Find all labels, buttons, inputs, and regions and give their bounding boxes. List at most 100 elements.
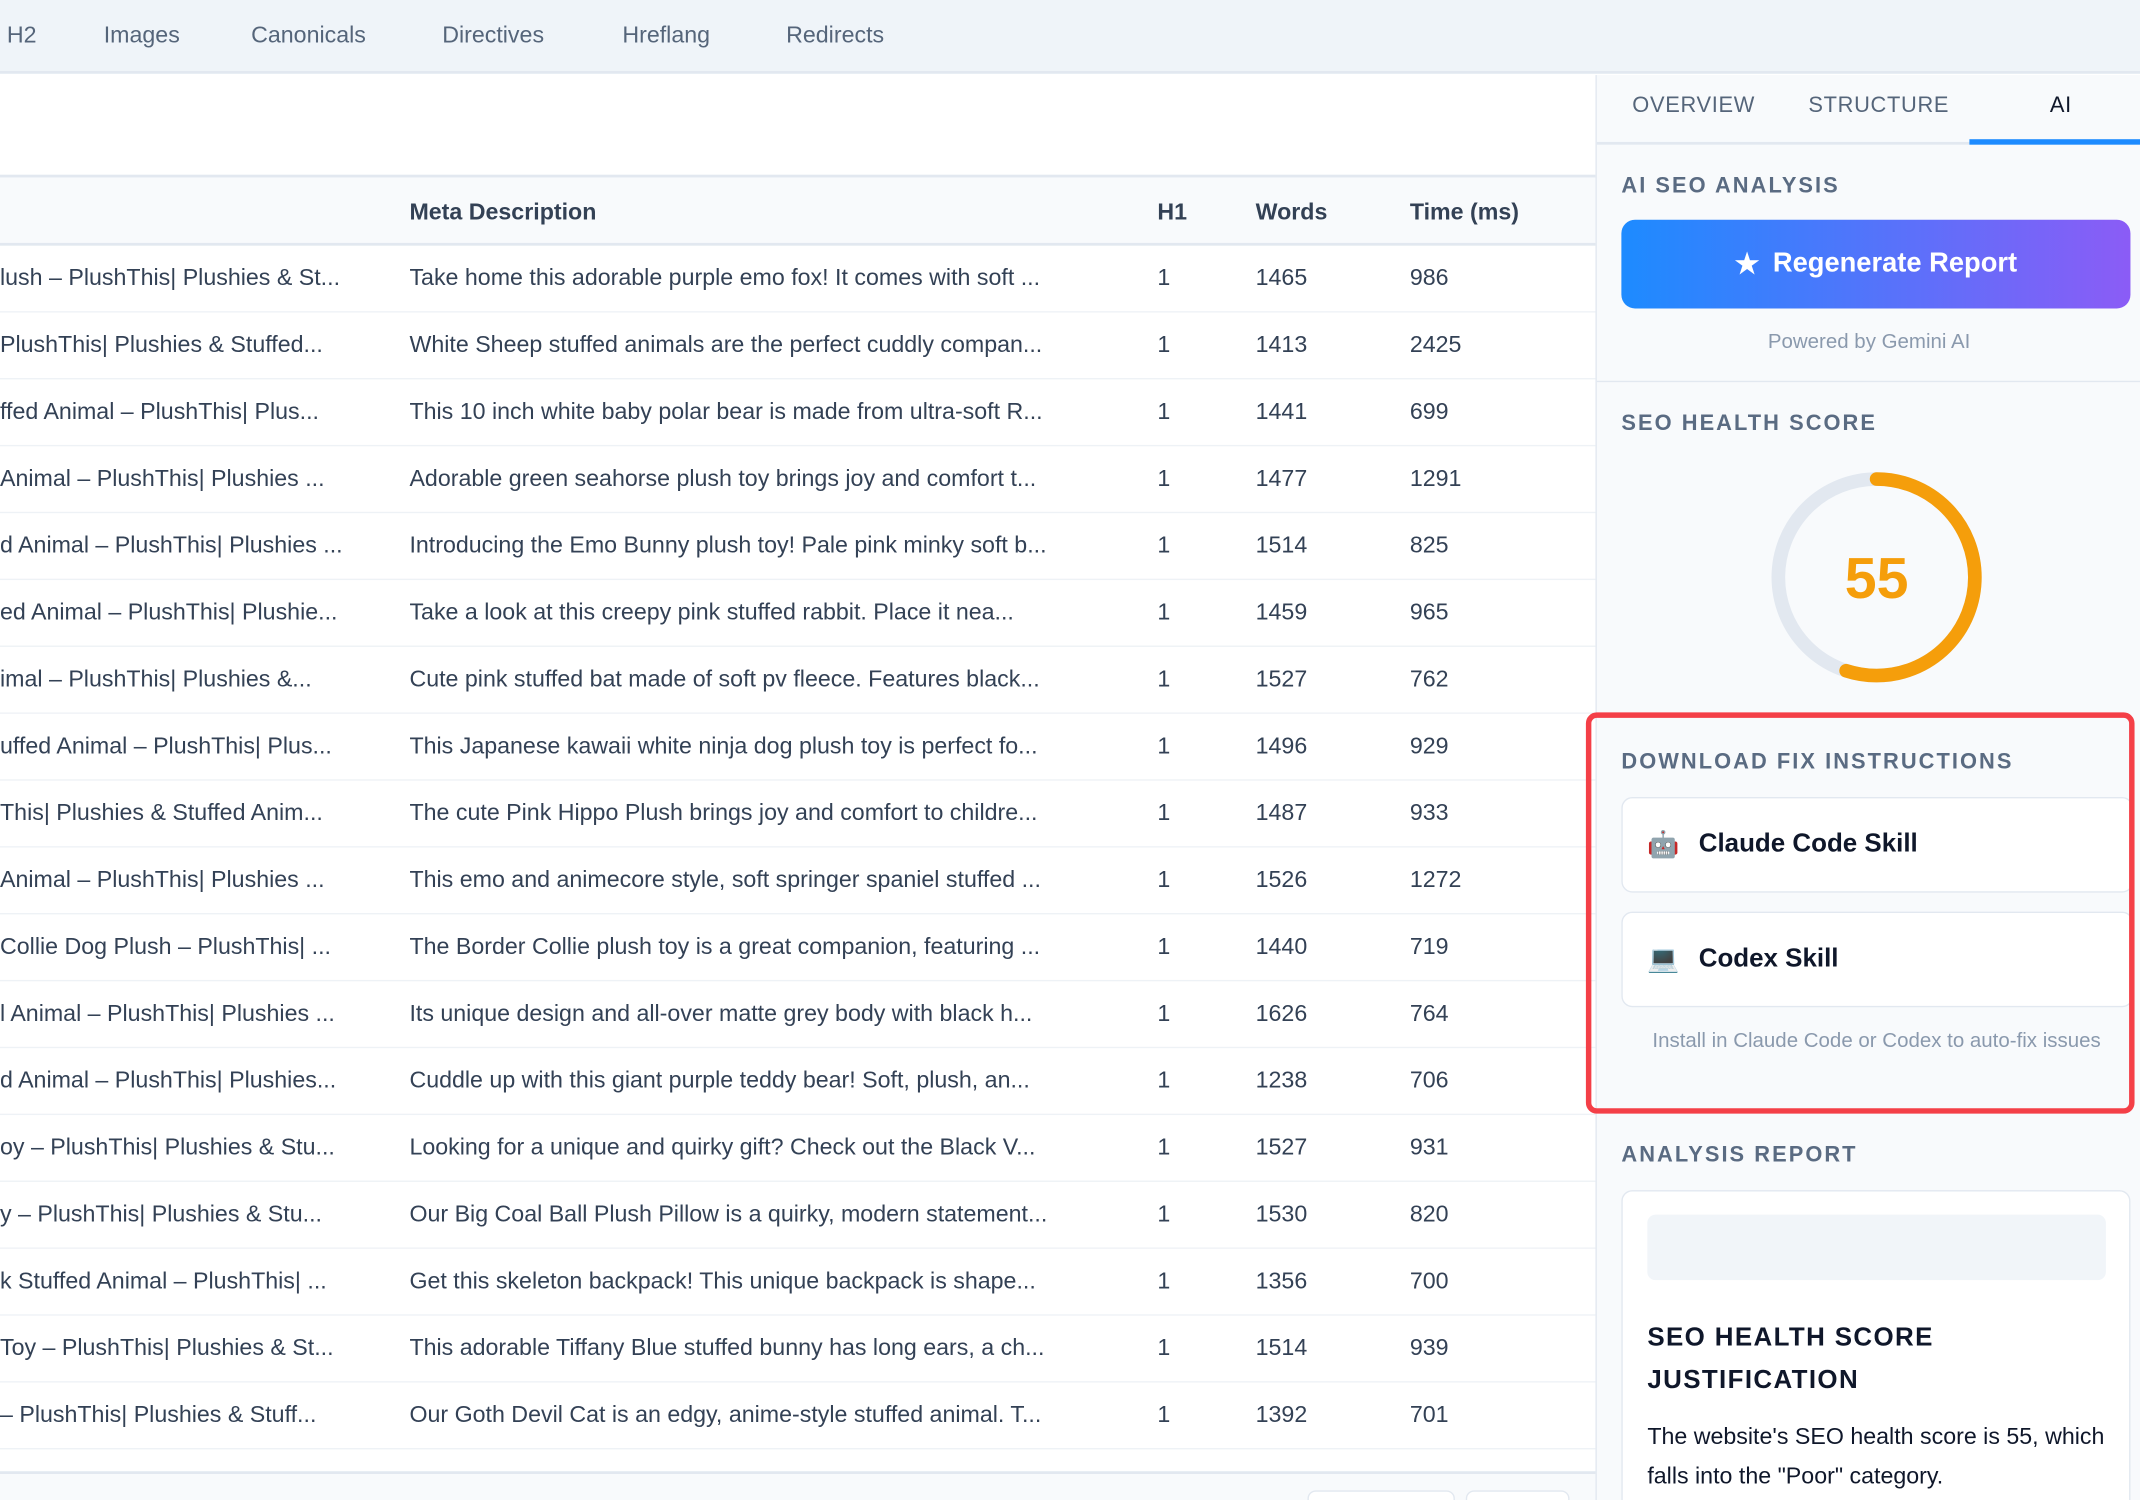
laptop-icon: 💻 [1647, 945, 1680, 975]
column-words[interactable]: Words [1255, 199, 1328, 226]
cell-title: k Stuffed Animal – PlushThis| ... [0, 1267, 327, 1294]
cell-words: 1413 [1255, 331, 1308, 358]
cell-time: 820 [1409, 1201, 1449, 1227]
highlight-box [1585, 712, 2135, 1114]
previous-page-button[interactable] [1307, 1490, 1455, 1500]
column-time[interactable]: Time (ms) [1409, 199, 1520, 226]
cell-words: 1459 [1255, 599, 1308, 626]
cell-title: oy – PlushThis| Plushies & Stu... [0, 1134, 335, 1161]
table-row[interactable]: Toy – PlushThis| Plushies & St... This ad… [0, 1316, 1596, 1383]
cell-title: d Animal – PlushThis| Plushies... [0, 1067, 337, 1094]
cell-time: 939 [1409, 1334, 1449, 1361]
table-row[interactable]: Animal – PlushThis| Plushies ... This emo… [0, 848, 1596, 915]
cell-h1: 1 [1157, 732, 1171, 759]
cell-meta-description: Cute pink stuffed bat made of soft pv fl… [409, 666, 1040, 692]
cell-title: lush – PlushThis| Plushies & St... [0, 264, 341, 291]
table-row[interactable]: imal – PlushThis| Plushies &... Cute pink… [0, 647, 1596, 714]
cell-meta-description: This adorable Tiffany Blue stuffed bunny… [409, 1334, 1045, 1361]
cell-words: 1477 [1255, 465, 1308, 492]
cell-words: 1527 [1255, 666, 1308, 692]
table-row[interactable]: d Animal – PlushThis| Plushies... Cuddle … [0, 1048, 1596, 1116]
tab-hreflang[interactable]: Hreflang [622, 21, 711, 48]
table-row[interactable]: y – PlushThis| Plushies & Stu... Our Big … [0, 1182, 1596, 1249]
cell-time: 933 [1409, 799, 1449, 826]
next-page-button[interactable] [1465, 1490, 1570, 1500]
robot-icon: 🤖 [1647, 831, 1680, 860]
table-row[interactable]: uffed Animal – PlushThis| Plus... This Ja… [0, 714, 1596, 781]
score-gauge: 55 [1771, 472, 1982, 683]
cell-words: 1626 [1255, 1000, 1308, 1027]
table-row[interactable]: oy – PlushThis| Plushies & Stu... Looking… [0, 1115, 1596, 1182]
cell-h1: 1 [1157, 465, 1171, 492]
cell-h1: 1 [1157, 666, 1171, 692]
tab-overview[interactable]: OVERVIEW [1632, 94, 1756, 118]
cell-meta-description: The cute Pink Hippo Plush brings joy and… [409, 799, 1038, 826]
tab-directives[interactable]: Directives [442, 21, 545, 48]
cell-title: uffed Animal – PlushThis| Plus... [0, 732, 332, 759]
top-tab-bar: H2 Images Canonicals Directives Hreflang… [0, 0, 2140, 74]
cell-title: Toy – PlushThis| Plushies & St... [0, 1334, 334, 1361]
regenerate-label: Regenerate Report [1772, 248, 2018, 279]
cell-h1: 1 [1157, 398, 1171, 425]
cell-words: 1527 [1255, 1134, 1308, 1161]
cell-words: 1441 [1255, 398, 1308, 425]
cell-title: ed Animal – PlushThis| Plushie... [0, 599, 338, 626]
table-row[interactable]: d Animal – PlushThis| Plushies ... Introd… [0, 513, 1596, 581]
star-icon: ★ [1734, 249, 1760, 280]
cell-time: 965 [1409, 599, 1449, 626]
table-row[interactable]: – PlushThis| Plushies & Stuff... Our Goth… [0, 1383, 1596, 1450]
cell-h1: 1 [1157, 599, 1171, 626]
table-row[interactable]: lush – PlushThis| Plushies & St... Take h… [0, 246, 1596, 313]
column-h1[interactable]: H1 [1157, 199, 1188, 226]
tab-images[interactable]: Images [103, 21, 180, 48]
tab-ai[interactable]: AI [2049, 94, 2072, 118]
table-row[interactable]: This| Plushies & Stuffed Anim... The cute… [0, 781, 1596, 848]
cell-title: d Animal – PlushThis| Plushies ... [0, 532, 343, 559]
tab-structure[interactable]: STRUCTURE [1808, 94, 1950, 118]
cell-title: Animal – PlushThis| Plushies ... [0, 866, 325, 893]
table-row[interactable]: Collie Dog Plush – PlushThis| ... The Bor… [0, 914, 1596, 982]
cell-words: 1465 [1255, 264, 1308, 291]
cell-h1: 1 [1157, 532, 1171, 559]
tab-canonicals[interactable]: Canonicals [251, 21, 366, 48]
cell-meta-description: This Japanese kawaii white ninja dog plu… [409, 732, 1038, 759]
table-row[interactable]: ffed Animal – PlushThis| Plus... This 10 … [0, 379, 1596, 447]
cell-meta-description: This 10 inch white baby polar bear is ma… [409, 398, 1043, 425]
tab-h2[interactable]: H2 [6, 21, 37, 48]
sidebar: OVERVIEW STRUCTURE AI AI SEO ANALYSIS ★ … [1595, 75, 2140, 1500]
report-title: SEO HEALTH SCORE JUSTIFICATION [1647, 1323, 1934, 1395]
cell-words: 1496 [1255, 732, 1308, 759]
cell-h1: 1 [1157, 1334, 1171, 1361]
cell-h1: 1 [1157, 933, 1171, 960]
cell-title: PlushThis| Plushies & Stuffed... [0, 331, 323, 358]
cell-time: 699 [1409, 398, 1449, 425]
cell-words: 1514 [1255, 532, 1308, 559]
cell-words: 1526 [1255, 866, 1308, 893]
cell-time: 825 [1409, 532, 1449, 559]
cell-meta-description: Take a look at this creepy pink stuffed … [409, 599, 1014, 626]
cell-title: imal – PlushThis| Plushies &... [0, 666, 312, 692]
table-row[interactable]: k Stuffed Animal – PlushThis| ... Get thi… [0, 1249, 1596, 1316]
cell-h1: 1 [1157, 866, 1171, 893]
cell-meta-description: Its unique design and all-over matte gre… [409, 1000, 1033, 1027]
cell-time: 931 [1409, 1134, 1449, 1161]
claude-code-skill-button[interactable]: 🤖 Claude Code Skill [1621, 797, 2134, 893]
cell-words: 1487 [1255, 799, 1308, 826]
table-row[interactable]: ed Animal – PlushThis| Plushie... Take a … [0, 580, 1596, 647]
regenerate-report-button[interactable]: ★ Regenerate Report [1621, 219, 2131, 309]
cell-h1: 1 [1157, 799, 1171, 826]
table-row[interactable]: l Animal – PlushThis| Plushies ... Its un… [0, 981, 1596, 1049]
cell-time: 1291 [1409, 465, 1462, 492]
cell-time: 1272 [1409, 866, 1462, 893]
table-row[interactable]: Animal – PlushThis| Plushies ... Adorable… [0, 446, 1596, 514]
column-meta-description[interactable]: Meta Description [409, 199, 597, 226]
tab-redirects[interactable]: Redirects [786, 21, 885, 48]
skill-label: Claude Code Skill [1698, 829, 1918, 859]
table-row[interactable]: PlushThis| Plushies & Stuffed... White Sh… [0, 313, 1596, 380]
cell-words: 1238 [1255, 1067, 1308, 1094]
cell-h1: 1 [1157, 1267, 1171, 1294]
codex-skill-button[interactable]: 💻 Codex Skill [1621, 911, 2134, 1008]
cell-time: 762 [1409, 666, 1449, 692]
cell-title: – PlushThis| Plushies & Stuff... [0, 1401, 317, 1428]
results-table-panel: Meta Description H1 Words Time (ms) lush… [0, 75, 1596, 1500]
